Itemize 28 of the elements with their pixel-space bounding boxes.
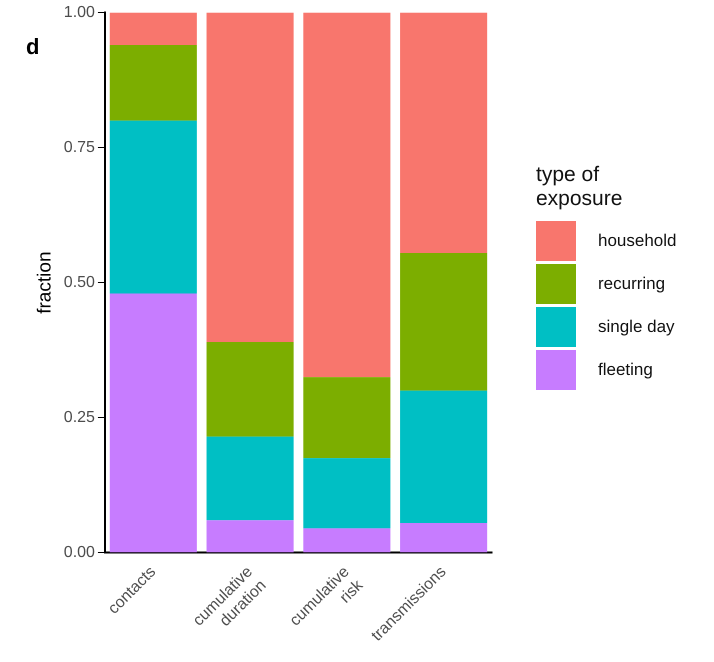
bar [206, 12, 294, 342]
legend-label: household [598, 230, 676, 251]
bar [303, 12, 390, 378]
y-tick-label: 1.00 [64, 4, 96, 22]
y-tick-label: 0.75 [64, 139, 96, 156]
legend-label: single day [598, 316, 675, 337]
bar [206, 436, 294, 520]
bar [110, 293, 197, 552]
bar [400, 12, 488, 253]
bar [400, 252, 488, 391]
y-tick-label: 0.50 [64, 274, 96, 292]
bar [303, 458, 390, 528]
bar [110, 45, 197, 121]
bar [400, 390, 488, 523]
bar [303, 377, 390, 458]
y-tick-label: 0.25 [64, 409, 96, 426]
bar [110, 12, 197, 46]
bar [110, 120, 197, 294]
legend-title: type of exposure [536, 163, 624, 212]
bar [206, 520, 294, 552]
bar [206, 342, 294, 437]
legend-label: fleeting [598, 360, 653, 380]
bar [400, 522, 488, 552]
bar [303, 528, 390, 552]
legend-label: recurring [598, 274, 666, 294]
y-axis-title: fraction [34, 251, 56, 314]
y-tick-label: 0.00 [64, 544, 96, 562]
text: d [26, 34, 40, 60]
